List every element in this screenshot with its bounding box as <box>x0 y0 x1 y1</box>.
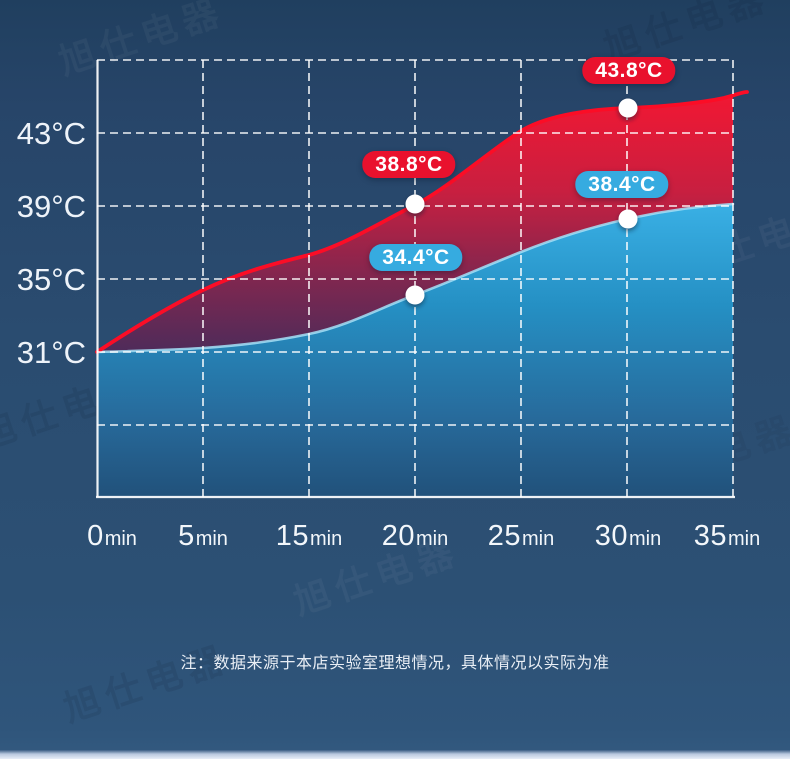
data-point-dots <box>405 98 638 305</box>
y-tick-35c: 35°C <box>16 262 86 297</box>
x-tick-number: 0 <box>87 520 104 552</box>
chart-grid <box>96 59 735 499</box>
blue-point-20min <box>405 285 425 305</box>
red-point-20min <box>405 194 425 214</box>
x-tick-unit: min <box>416 528 449 550</box>
x-tick-unit: min <box>629 528 662 550</box>
x-tick-35min: 35 min <box>694 520 761 553</box>
x-tick-number: 5 <box>178 520 195 552</box>
y-tick-43c: 43°C <box>16 116 86 151</box>
x-tick-5min: 5 min <box>178 520 228 553</box>
x-tick-unit: min <box>195 528 228 550</box>
red-series-line <box>95 90 749 354</box>
x-tick-number: 15 <box>275 520 310 552</box>
x-tick-unit: min <box>310 528 343 550</box>
callout-red-30min: 43.8°C <box>582 57 676 84</box>
callout-red-20min: 38.8°C <box>362 151 456 178</box>
x-tick-0min: 0 min <box>87 520 137 553</box>
x-tick-number: 20 <box>381 520 416 552</box>
x-tick-unit: min <box>728 528 761 550</box>
x-tick-unit: min <box>522 528 555 550</box>
y-tick-39c: 39°C <box>16 189 86 224</box>
x-tick-30min: 30 min <box>595 520 662 553</box>
blue-point-30min <box>618 209 638 229</box>
y-tick-31c: 31°C <box>16 335 86 370</box>
x-tick-20min: 20 min <box>382 520 449 553</box>
x-tick-unit: min <box>104 528 137 550</box>
x-tick-15min: 15 min <box>276 520 343 553</box>
x-tick-number: 25 <box>487 520 522 552</box>
callout-blue-30min: 38.4°C <box>575 171 669 198</box>
x-tick-25min: 25 min <box>488 520 555 553</box>
x-tick-number: 35 <box>693 520 728 552</box>
callout-blue-20min: 34.4°C <box>369 244 463 271</box>
disclaimer-note: 注：数据来源于本店实验室理想情况，具体情况以实际为准 <box>180 655 610 672</box>
x-tick-number: 30 <box>594 520 629 552</box>
bottom-edge-strip <box>0 750 790 759</box>
red-point-30min <box>618 98 638 118</box>
